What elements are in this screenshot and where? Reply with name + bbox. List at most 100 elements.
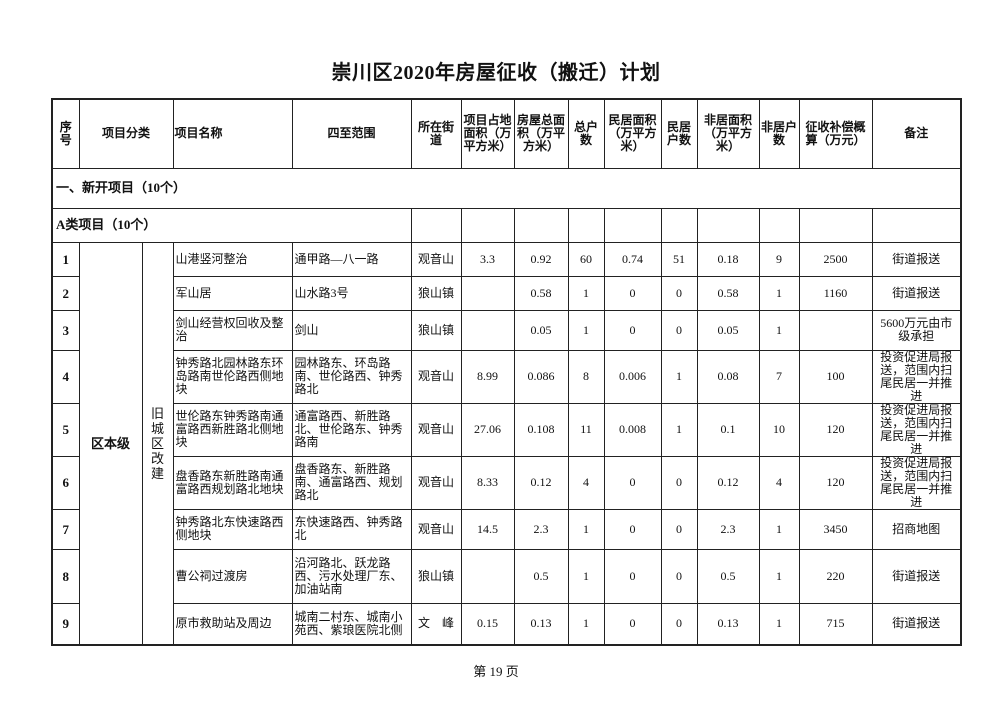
empty-cell	[871, 207, 962, 243]
building-area: 0.5	[513, 548, 569, 604]
table-row: 9 原市救助站及周边 城南二村东、城南小苑西、紫琅医院北侧文 峰 0.15 0.13 1 0…	[51, 602, 962, 646]
nonresidential-area: 0.08	[696, 349, 760, 404]
residential-area: 0	[603, 309, 662, 351]
nonresidential-households: 4	[758, 455, 800, 510]
note: 招商地图	[871, 508, 962, 550]
category-level: 区本级	[78, 241, 143, 646]
section-row: 一、新开项目（10个）	[51, 167, 962, 209]
nonresidential-households: 1	[758, 602, 800, 646]
street: 观音山	[410, 402, 462, 457]
empty-cell	[798, 207, 873, 243]
table-row: 7 钟秀路北东快速路西侧地块 东快速路西、钟秀路北 观音山 14.5 2.3 1 0 0 2.3 1…	[51, 508, 962, 550]
project-range: 通富路西、新胜路北、世伦路东、钟秀路南	[291, 402, 412, 457]
nonresidential-area: 0.12	[696, 455, 760, 510]
land-area: 3.3	[460, 241, 515, 277]
nonresidential-area: 0.13	[696, 602, 760, 646]
col-header-area: 房屋总面积（万平方米）	[513, 98, 569, 169]
section-label: 一、新开项目（10个）	[51, 167, 962, 209]
empty-cell	[660, 207, 698, 243]
budget: 220	[798, 548, 873, 604]
residential-households: 0	[660, 508, 698, 550]
col-header-res-area: 民居面积（万平方米）	[603, 98, 662, 169]
row-number: 5	[51, 402, 80, 457]
land-area	[460, 275, 515, 311]
row-number: 8	[51, 548, 80, 604]
households: 8	[567, 349, 605, 404]
budget: 100	[798, 349, 873, 404]
col-header-res-hh: 民居户数	[660, 98, 698, 169]
row-number: 3	[51, 309, 80, 351]
nonresidential-households: 1	[758, 309, 800, 351]
street: 文 峰	[410, 602, 462, 646]
project-name: 世伦路东钟秀路南通富路西新胜路北侧地块	[172, 402, 293, 457]
table-row: 3 剑山经营权回收及整治 剑山 狼山镇 0.05 1 0 0 0.05 1 5600万元由市级承担	[51, 309, 962, 351]
nonresidential-households: 1	[758, 275, 800, 311]
empty-cell	[603, 207, 662, 243]
row-number: 4	[51, 349, 80, 404]
project-range: 沿河路北、跃龙路西、污水处理厂东、加油站南	[291, 548, 412, 604]
project-name: 山港竖河整治	[172, 241, 293, 277]
nonresidential-area: 2.3	[696, 508, 760, 550]
col-header-no: 序号	[51, 98, 80, 169]
empty-cell	[567, 207, 605, 243]
note: 街道报送	[871, 275, 962, 311]
note: 投资促进局报送，范围内扫尾民居一并推进	[871, 349, 962, 404]
nonresidential-households: 9	[758, 241, 800, 277]
nonresidential-households: 1	[758, 548, 800, 604]
col-header-range: 四至范围	[291, 98, 412, 169]
empty-cell	[758, 207, 800, 243]
residential-households: 1	[660, 349, 698, 404]
budget: 3450	[798, 508, 873, 550]
building-area: 2.3	[513, 508, 569, 550]
building-area: 0.05	[513, 309, 569, 351]
land-area	[460, 309, 515, 351]
building-area: 0.58	[513, 275, 569, 311]
building-area: 0.108	[513, 402, 569, 457]
households: 1	[567, 275, 605, 311]
building-area: 0.086	[513, 349, 569, 404]
empty-cell	[513, 207, 569, 243]
budget: 120	[798, 402, 873, 457]
street: 观音山	[410, 455, 462, 510]
project-name: 剑山经营权回收及整治	[172, 309, 293, 351]
nonresidential-area: 0.05	[696, 309, 760, 351]
residential-area: 0.008	[603, 402, 662, 457]
budget	[798, 309, 873, 351]
table-row: 8 曹公祠过渡房 沿河路北、跃龙路西、污水处理厂东、加油站南 狼山镇 0.5 1 0 0 0.5…	[51, 548, 962, 604]
note: 投资促进局报送，范围内扫尾民居一并推进	[871, 402, 962, 457]
budget: 1160	[798, 275, 873, 311]
building-area: 0.92	[513, 241, 569, 277]
col-header-name: 项目名称	[172, 98, 293, 169]
residential-households: 0	[660, 455, 698, 510]
row-number: 6	[51, 455, 80, 510]
empty-cell	[696, 207, 760, 243]
project-range: 剑山	[291, 309, 412, 351]
col-header-households: 总户数	[567, 98, 605, 169]
residential-households: 0	[660, 548, 698, 604]
land-area: 0.15	[460, 602, 515, 646]
nonresidential-households: 10	[758, 402, 800, 457]
subsection-label: A类项目（10个）	[51, 207, 412, 243]
project-range: 山水路3号	[291, 275, 412, 311]
land-area: 14.5	[460, 508, 515, 550]
nonresidential-area: 0.5	[696, 548, 760, 604]
land-area	[460, 548, 515, 604]
col-header-street: 所在街道	[410, 98, 462, 169]
project-name: 钟秀路北东快速路西侧地块	[172, 508, 293, 550]
table-row: 1 区本级 旧城区改建 山港竖河整治 通甲路—八一路 观音山 3.3 0.92 60 0.74 51…	[51, 241, 962, 646]
households: 1	[567, 508, 605, 550]
households: 1	[567, 548, 605, 604]
residential-households: 0	[660, 275, 698, 311]
empty-cell	[410, 207, 462, 243]
note: 5600万元由市级承担	[871, 309, 962, 351]
page-number: 第 19 页	[473, 664, 519, 679]
col-header-nonres-area: 非居面积（万平方米）	[696, 98, 760, 169]
households: 60	[567, 241, 605, 277]
table-row: 4 钟秀路北园林路东环岛路南世伦路西侧地块 园林路东、环岛路南、世伦路西、钟秀路北观…	[51, 349, 962, 404]
budget: 715	[798, 602, 873, 646]
project-range: 盘香路东、新胜路南、通富路西、规划路北	[291, 455, 412, 510]
project-range: 园林路东、环岛路南、世伦路西、钟秀路北	[291, 349, 412, 404]
col-header-land: 项目占地面积（万平方米）	[460, 98, 515, 169]
table-row: 5 世伦路东钟秀路南通富路西新胜路北侧地块 通富路西、新胜路北、世伦路东、钟秀路南观…	[51, 402, 962, 457]
row-number: 7	[51, 508, 80, 550]
